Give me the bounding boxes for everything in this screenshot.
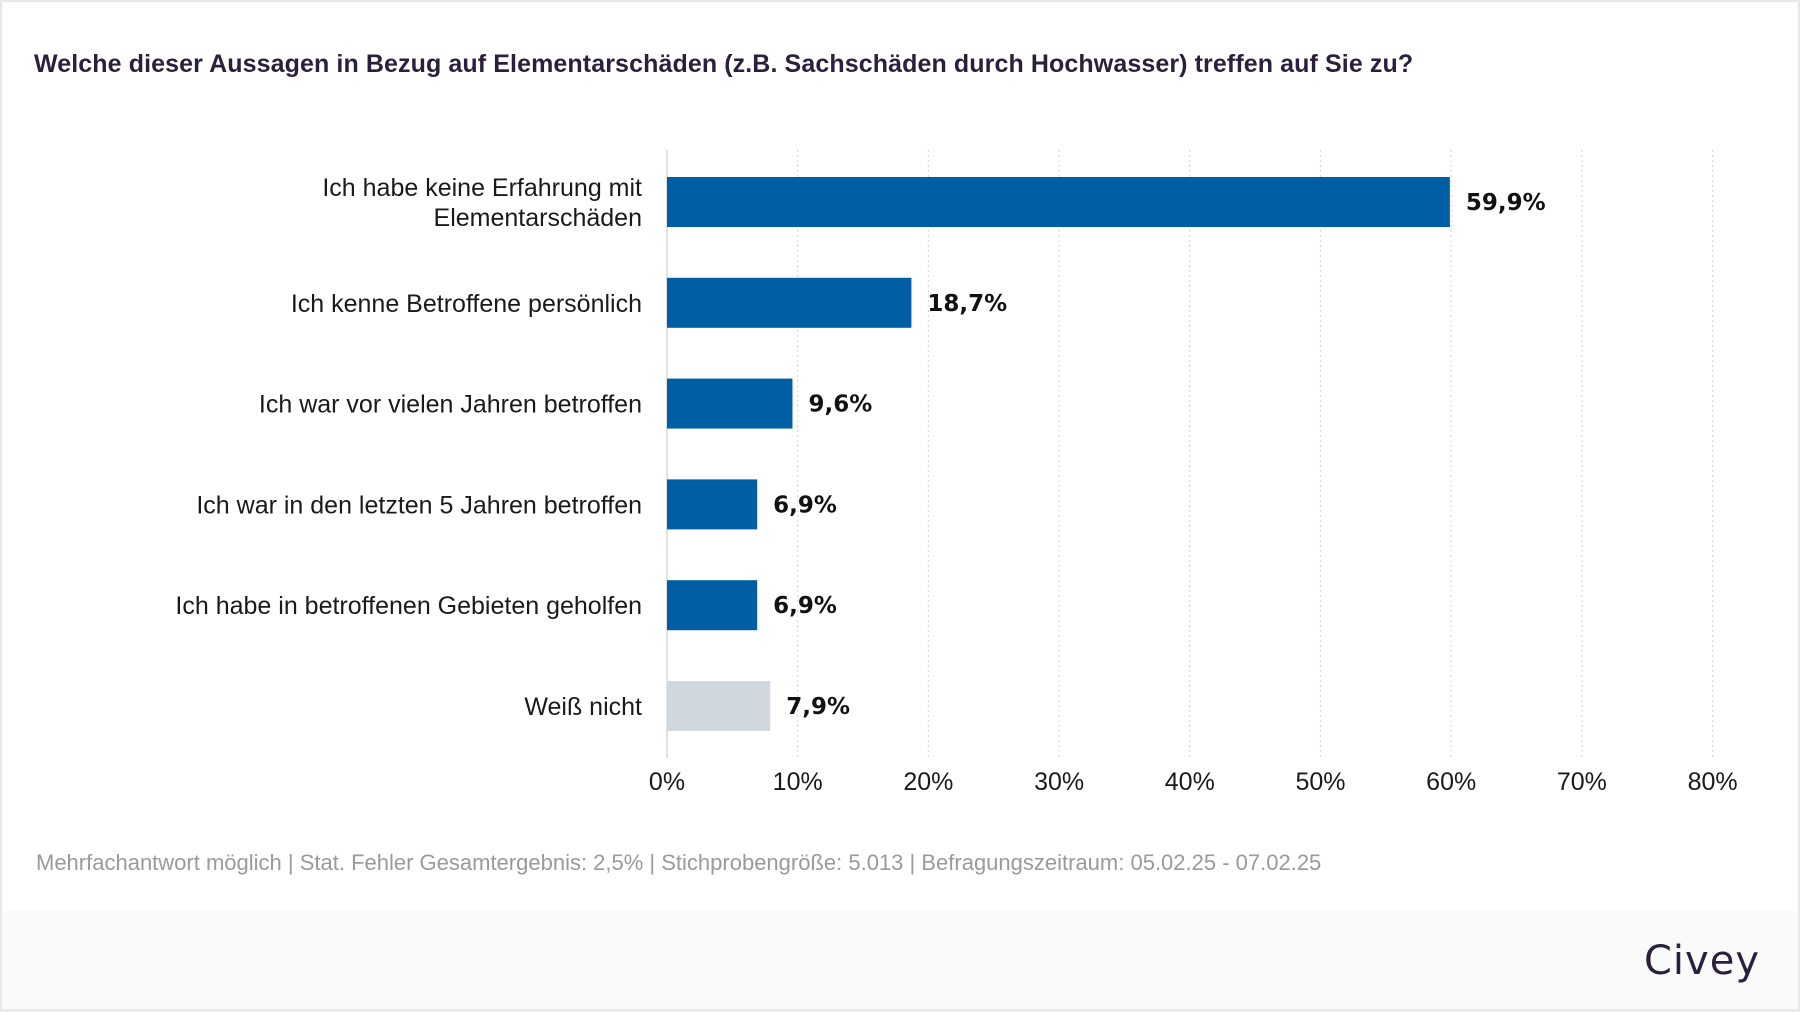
x-tick-label: 60% bbox=[1426, 768, 1476, 796]
chart-title: Welche dieser Aussagen in Bezug auf Elem… bbox=[34, 50, 1414, 78]
bar bbox=[667, 378, 793, 429]
category-label: Ich war vor vielen Jahren betroffen bbox=[259, 391, 642, 419]
value-label: 7,9% bbox=[786, 694, 850, 720]
x-tick-label: 0% bbox=[649, 768, 685, 796]
bar bbox=[667, 479, 758, 530]
category-label-line: Ich kenne Betroffene persönlich bbox=[291, 290, 642, 318]
x-tick-label: 20% bbox=[903, 768, 953, 796]
category-label-line: Ich war vor vielen Jahren betroffen bbox=[259, 391, 642, 419]
survey-note: Mehrfachantwort möglich | Stat. Fehler G… bbox=[36, 850, 1322, 875]
bar bbox=[667, 681, 771, 731]
category-label-line: Ich habe keine Erfahrung mit bbox=[322, 174, 642, 202]
category-label-line: Weiß nicht bbox=[524, 693, 642, 721]
civey-logo: Civey bbox=[1644, 938, 1760, 984]
value-label: 6,9% bbox=[773, 593, 837, 619]
bar bbox=[667, 277, 912, 328]
category-label: Ich habe keine Erfahrung mit Elementarsch… bbox=[322, 174, 642, 232]
bar bbox=[667, 580, 758, 631]
x-tick-label: 30% bbox=[1034, 768, 1084, 796]
footer-band: Civey bbox=[2, 910, 1798, 1009]
x-tick-label: 50% bbox=[1295, 768, 1345, 796]
x-tick-label: 70% bbox=[1557, 768, 1607, 796]
category-label-line: Elementarschäden bbox=[434, 204, 642, 232]
x-tick-label: 40% bbox=[1165, 768, 1215, 796]
category-label-line: Ich war in den letzten 5 Jahren betroffe… bbox=[196, 491, 642, 519]
value-label: 9,6% bbox=[808, 392, 872, 418]
x-tick-label: 80% bbox=[1688, 768, 1738, 796]
category-label: Ich war in den letzten 5 Jahren betroffe… bbox=[196, 491, 642, 519]
value-label: 59,9% bbox=[1466, 190, 1546, 216]
value-label: 18,7% bbox=[927, 291, 1007, 317]
value-label: 6,9% bbox=[773, 492, 837, 518]
category-label-line: Ich habe in betroffenen Gebieten geholfe… bbox=[175, 592, 642, 620]
category-label: Ich habe in betroffenen Gebieten geholfe… bbox=[175, 592, 642, 620]
bar bbox=[667, 177, 1450, 227]
category-label: Ich kenne Betroffene persönlich bbox=[291, 290, 642, 318]
x-tick-label: 10% bbox=[773, 768, 823, 796]
category-label: Weiß nicht bbox=[524, 693, 642, 721]
